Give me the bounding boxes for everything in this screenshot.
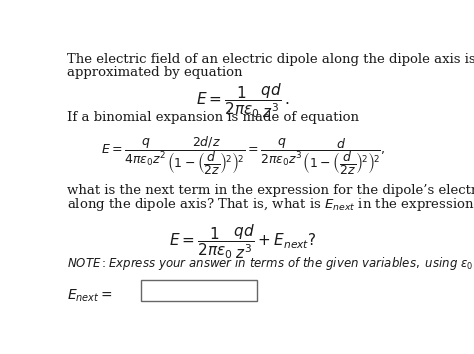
Text: what is the next term in the expression for the dipole’s electric field: what is the next term in the expression … xyxy=(66,184,474,197)
Text: approximated by equation: approximated by equation xyxy=(66,65,242,79)
FancyBboxPatch shape xyxy=(141,280,256,301)
Text: If a binomial expansion is made of equation: If a binomial expansion is made of equat… xyxy=(66,110,359,124)
Text: along the dipole axis? That is, what is $E_{next}$ in the expression: along the dipole axis? That is, what is … xyxy=(66,196,474,213)
Text: $E = \dfrac{q}{4\pi\epsilon_0 z^2} \dfrac{2d/z}{\left(1 - \left(\dfrac{d}{2z}\ri: $E = \dfrac{q}{4\pi\epsilon_0 z^2} \dfra… xyxy=(101,134,385,177)
Text: $E = \dfrac{1}{2\pi\epsilon_0} \dfrac{qd}{z^3}\,.$: $E = \dfrac{1}{2\pi\epsilon_0} \dfrac{qd… xyxy=(196,82,290,120)
Text: $\mathit{NOTE: Express\ your\ answer\ in\ terms\ of\ the\ given\ variables,\ usi: $\mathit{NOTE: Express\ your\ answer\ in… xyxy=(66,255,474,272)
Text: The electric field of an electric dipole along the dipole axis is: The electric field of an electric dipole… xyxy=(66,53,474,67)
Text: $E_{next} =$: $E_{next} =$ xyxy=(66,288,112,304)
Text: $E = \dfrac{1}{2\pi\epsilon_0} \dfrac{qd}{z^3} + E_{next}?$: $E = \dfrac{1}{2\pi\epsilon_0} \dfrac{qd… xyxy=(169,222,317,261)
